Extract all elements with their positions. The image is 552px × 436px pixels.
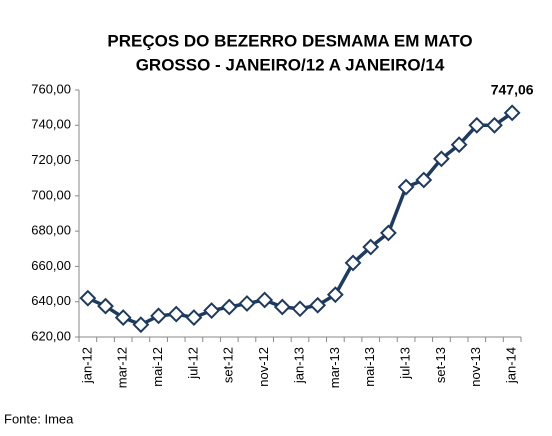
y-tick-label: 640,00 [31,293,71,308]
marker [450,136,468,154]
marker [79,289,97,307]
marker [433,150,450,168]
marker [203,302,221,319]
marker [291,300,309,318]
marker [397,178,415,196]
series-line [87,111,514,327]
x-tick-label: mai-13 [362,347,377,387]
marker [486,116,503,134]
marker [503,104,521,122]
x-tick-label: set-12 [221,347,236,383]
y-tick-label: 620,00 [31,328,71,343]
x-tick-label: mai-12 [150,347,165,387]
x-tick-label: set-13 [433,347,448,383]
marker [97,297,114,315]
x-tick-label: jan-13 [291,347,306,384]
marker [167,305,185,323]
y-tick-label: 740,00 [31,117,71,132]
marker [220,298,238,316]
marker [256,291,274,309]
marker [309,296,327,314]
x-tick-label: jan-12 [79,347,94,384]
x-tick-label: mar-12 [115,347,130,388]
y-tick-label: 720,00 [31,152,71,167]
marker [114,309,132,327]
data-label: 747,06 [491,82,534,98]
marker [132,316,150,334]
y-tick-label: 680,00 [31,223,71,238]
chart-title: PREÇOS DO BEZERRO DESMAMA EM MATO [107,31,472,50]
x-tick-label: nov-13 [468,347,483,387]
x-tick-label: jul-12 [185,347,200,380]
marker [326,286,344,304]
marker [185,309,203,327]
marker [362,238,380,256]
marker [150,307,167,325]
x-tick-label: mar-13 [327,347,342,388]
marker [415,171,433,189]
y-tick-label: 760,00 [31,81,71,96]
chart-title: GROSSO - JANEIRO/12 A JANEIRO/14 [136,55,445,74]
marker [273,298,291,316]
x-tick-label: nov-12 [256,347,271,387]
x-tick-label: jul-13 [398,347,413,380]
marker [344,254,362,272]
x-tick-label: jan-14 [504,347,519,384]
marker [379,224,397,242]
marker [468,116,486,134]
y-tick-label: 660,00 [31,258,71,273]
marker [238,295,256,312]
source: Fonte: Imea [4,411,74,426]
y-tick-label: 700,00 [31,187,71,202]
